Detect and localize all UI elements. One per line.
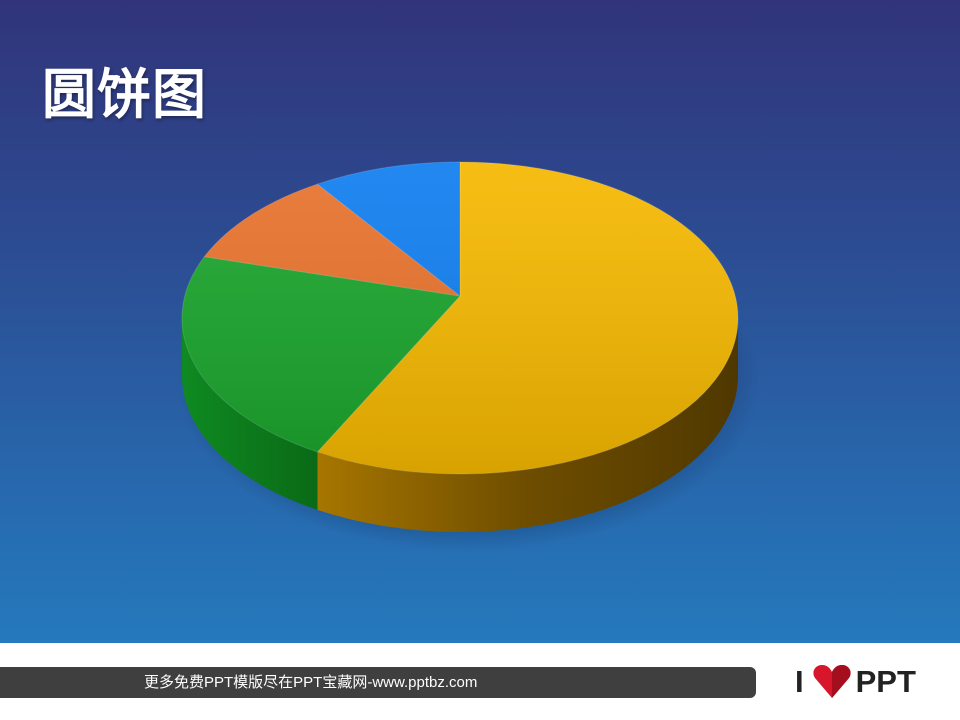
logo-text-ppt: PPT	[855, 664, 916, 699]
footer-link-text[interactable]: 更多免费PPT模版尽在PPT宝藏网-www.pptbz.com	[144, 674, 478, 691]
slide-title: 圆饼图	[42, 63, 207, 126]
footer-bar	[0, 667, 756, 698]
logo-letter-i: I	[795, 664, 804, 699]
heart-icon	[813, 665, 851, 698]
ilove-ppt-logo: I PPT	[795, 664, 916, 700]
pie-chart	[176, 161, 760, 552]
pie-slice-side-0	[317, 318, 738, 532]
